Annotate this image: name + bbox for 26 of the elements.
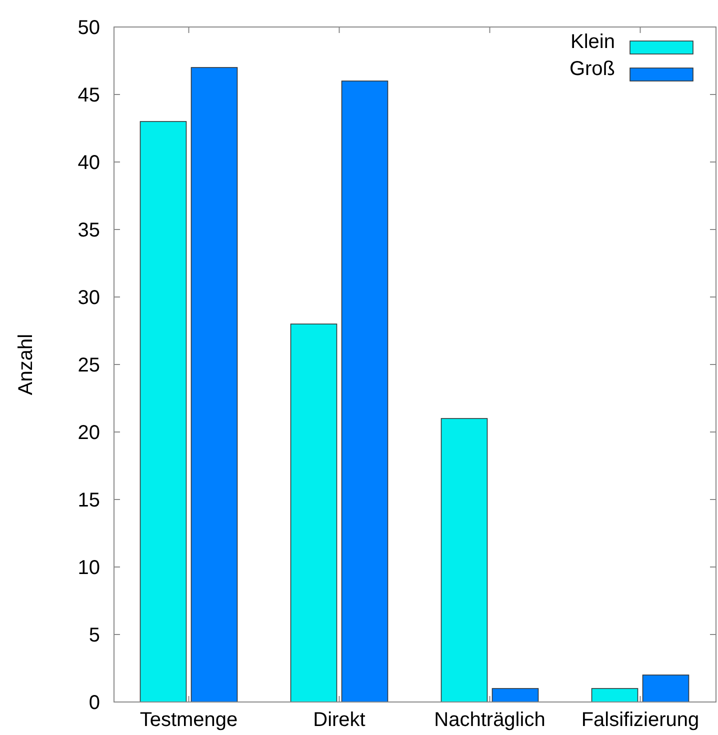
y-tick-label: 45 xyxy=(78,84,100,106)
bar xyxy=(492,688,539,702)
y-tick-label: 25 xyxy=(78,354,100,376)
x-tick-label: Falsifizierung xyxy=(581,709,700,731)
y-tick-label: 30 xyxy=(78,287,100,309)
bar xyxy=(591,688,638,702)
bar xyxy=(341,80,388,702)
y-tick-label: 0 xyxy=(88,692,100,714)
x-tick-label: Testmenge xyxy=(140,709,238,731)
bar xyxy=(190,67,238,702)
y-tick-label: 20 xyxy=(78,422,100,444)
bar xyxy=(140,121,187,702)
y-tick-label: 15 xyxy=(78,490,100,512)
x-tick-label: Direkt xyxy=(313,709,366,731)
legend-label: Klein xyxy=(570,31,615,53)
y-tick-label: 5 xyxy=(88,624,100,646)
bar xyxy=(642,674,690,702)
bar xyxy=(440,418,488,702)
y-axis-title: Anzahl xyxy=(15,334,37,396)
legend-label: Groß xyxy=(569,58,615,80)
bar xyxy=(290,324,338,702)
y-tick-label: 40 xyxy=(78,152,100,174)
x-tick-label: Nachträglich xyxy=(434,709,546,731)
y-tick-label: 35 xyxy=(78,220,100,242)
y-tick-label: 10 xyxy=(78,557,100,579)
y-tick-label: 50 xyxy=(78,17,100,39)
